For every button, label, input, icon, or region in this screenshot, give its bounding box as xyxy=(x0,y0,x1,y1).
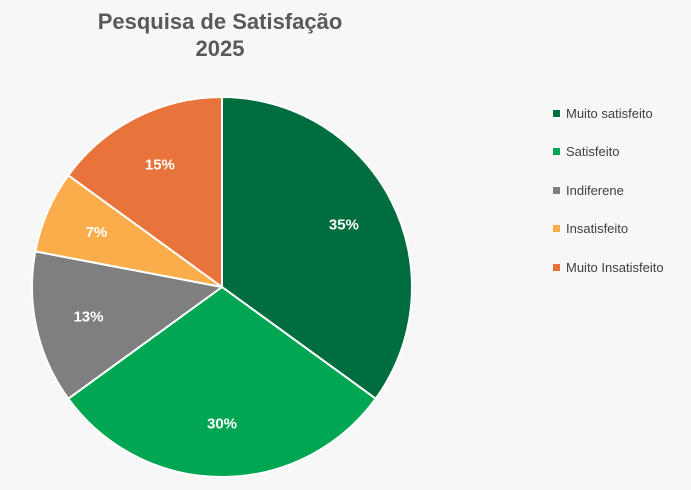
pie-slice-label-3: 7% xyxy=(86,224,108,241)
pie-labels: 35% 30% 13% 7% 15% xyxy=(73,157,358,433)
legend-item-3: Insatisfeito xyxy=(553,210,664,249)
pie-slice-1 xyxy=(67,286,377,478)
legend-item-2: Indiferene xyxy=(553,171,664,210)
pie-slice-label-0: 35% xyxy=(329,216,359,233)
legend-swatch-3 xyxy=(553,225,560,233)
pie-slice-2 xyxy=(31,250,223,400)
legend-item-1: Satisfeito xyxy=(553,133,664,172)
legend-swatch-2 xyxy=(553,186,560,194)
legend: Muito satisfeito Satisfeito Indiferene Insa… xyxy=(553,94,664,287)
pie-slice-label-4: 15% xyxy=(145,157,175,174)
legend-swatch-1 xyxy=(553,148,560,156)
pie-slices xyxy=(31,96,413,478)
chart-title-line-1: Pesquisa de Satisfação xyxy=(97,9,343,34)
pie-slice-label-1: 30% xyxy=(207,415,237,432)
chart-title: Pesquisa de Satisfação 2025 xyxy=(20,8,420,62)
pie-slice-4 xyxy=(67,96,223,288)
pie-slice-label-2: 13% xyxy=(73,308,103,325)
pie-slice-0 xyxy=(221,96,413,400)
legend-label-0: Muito satisfeito xyxy=(566,105,653,121)
legend-item-4: Muito Insatisfeito xyxy=(553,248,664,287)
legend-item-0: Muito satisfeito xyxy=(553,94,664,133)
legend-label-2: Indiferene xyxy=(566,182,624,198)
legend-label-3: Insatisfeito xyxy=(566,221,629,237)
legend-label-1: Satisfeito xyxy=(566,144,620,160)
chart-title-line-2: 2025 xyxy=(195,36,245,61)
legend-swatch-0 xyxy=(553,109,560,117)
legend-swatch-4 xyxy=(553,263,560,271)
legend-label-4: Muito Insatisfeito xyxy=(566,259,664,275)
